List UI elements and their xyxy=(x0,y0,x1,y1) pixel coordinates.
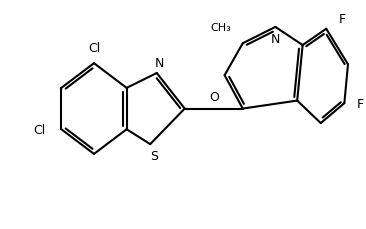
Text: S: S xyxy=(150,150,158,163)
Text: F: F xyxy=(339,13,346,26)
Text: N: N xyxy=(155,56,164,69)
Text: CH₃: CH₃ xyxy=(210,23,231,33)
Text: Cl: Cl xyxy=(33,123,46,136)
Text: F: F xyxy=(357,97,364,110)
Text: Cl: Cl xyxy=(88,42,100,55)
Text: N: N xyxy=(271,33,280,46)
Text: O: O xyxy=(209,91,219,104)
